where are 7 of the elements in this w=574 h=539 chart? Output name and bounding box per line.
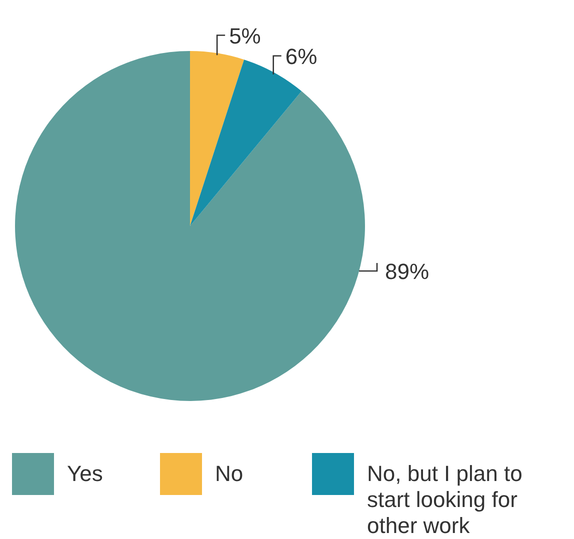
pie-slice (190, 51, 244, 226)
legend-label: No, but I plan to start looking for other work (367, 461, 522, 538)
data-label: 6% (285, 44, 318, 69)
legend-label: No (215, 461, 244, 486)
data-label: 89% (385, 259, 430, 284)
legend-label: Yes (67, 461, 103, 486)
data-label: 5% (229, 23, 261, 48)
